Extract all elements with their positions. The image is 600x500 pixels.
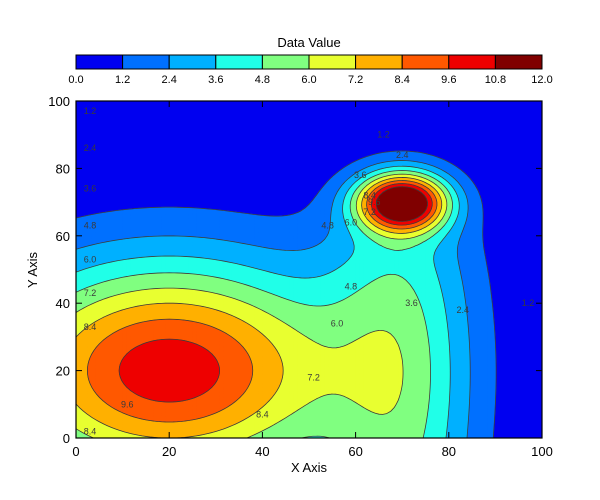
contour-label: 3.6 [405, 298, 418, 308]
y-tick-label: 80 [56, 161, 70, 176]
contour-label: 4.8 [84, 221, 97, 231]
colorbar-tick-label: 12.0 [531, 74, 552, 86]
colorbar-swatch [215, 54, 263, 70]
colorbar-swatch [308, 54, 357, 70]
x-tick-label: 80 [442, 444, 456, 459]
contour-label: 2.4 [84, 143, 97, 153]
colorbar-tick-label: 1.2 [115, 74, 130, 86]
colorbar-tick-label: 2.4 [162, 74, 177, 86]
x-tick-label: 20 [162, 444, 176, 459]
x-tick-label: 100 [531, 444, 553, 459]
colorbar-swatch [494, 54, 543, 70]
colorbar-swatch [355, 54, 403, 70]
contour-line [76, 150, 497, 438]
contour-line [76, 165, 460, 438]
contour-label: 8.4 [84, 426, 97, 436]
colorbar-tick-label: 8.4 [395, 74, 410, 86]
contour-label: 4.8 [345, 281, 358, 291]
contour-label: 3.6 [354, 170, 367, 180]
colorbar-swatch [75, 54, 124, 70]
contour-label: 6.0 [331, 318, 344, 328]
x-tick-label: 40 [255, 444, 269, 459]
contour-label: 9.6 [121, 399, 134, 409]
x-axis-title: X Axis [291, 460, 328, 475]
contour-label: 3.6 [84, 184, 97, 194]
colorbar: Data Value 0.0 1.2 2.4 3.6 4.8 6.0 7.2 8.4 9.6 10… [68, 35, 552, 86]
colorbar-tick-label: 10.8 [485, 74, 506, 86]
colorbar-tick-label: 9.6 [441, 74, 456, 86]
contour-label: 8.4 [363, 190, 376, 200]
colorbar-swatch [261, 54, 310, 70]
contour-label: 6.0 [84, 254, 97, 264]
y-tick-label: 100 [48, 94, 70, 109]
contour-line [76, 173, 448, 438]
contour-label: 7.2 [307, 372, 320, 382]
contour-label: 6.0 [345, 217, 358, 227]
contour-label: 2.4 [396, 150, 409, 160]
colorbar-tick-label: 6.0 [301, 74, 316, 86]
y-tick-label: 20 [56, 364, 70, 379]
plot-area: 1.2 1.2 1.2 2.4 2.4 2.4 3.6 3.6 3.6 4.8 4.8 4.8 6.0 6… [25, 94, 553, 475]
contour-line [118, 183, 433, 403]
contour-label: 1.2 [84, 106, 97, 116]
colorbar-tick-label: 4.8 [255, 74, 270, 86]
contour-label: 7.2 [84, 288, 97, 298]
contour-label: 7.2 [363, 207, 376, 217]
contour-line [76, 177, 443, 438]
contour-label: 1.2 [522, 298, 535, 308]
contour-label: 2.4 [457, 305, 470, 315]
colorbar-swatch [448, 54, 496, 70]
x-tick-label: 60 [348, 444, 362, 459]
colorbar-title: Data Value [277, 35, 340, 50]
contour-label: 8.4 [84, 322, 97, 332]
y-tick-label: 60 [56, 229, 70, 244]
contour-label: 4.8 [321, 221, 334, 231]
colorbar-swatch [401, 54, 450, 70]
colorbar-tick-label: 3.6 [208, 74, 223, 86]
y-axis-title: Y Axis [25, 252, 40, 288]
contour-line [76, 160, 471, 438]
colorbar-tick-label: 0.0 [68, 74, 83, 86]
colorbar-swatch [168, 54, 217, 70]
contour-label: 8.4 [256, 409, 269, 419]
contour-label: 9.6 [368, 197, 381, 207]
contour-line [86, 180, 438, 423]
plot-frame [75, 100, 543, 439]
y-tick-label: 0 [63, 431, 70, 446]
x-tick-label: 0 [72, 444, 79, 459]
contour-line [375, 186, 428, 222]
colorbar-tick-label: 7.2 [348, 74, 363, 86]
contour-label: 1.2 [377, 130, 390, 140]
y-tick-label: 40 [56, 296, 70, 311]
colorbar-swatch [122, 54, 170, 70]
